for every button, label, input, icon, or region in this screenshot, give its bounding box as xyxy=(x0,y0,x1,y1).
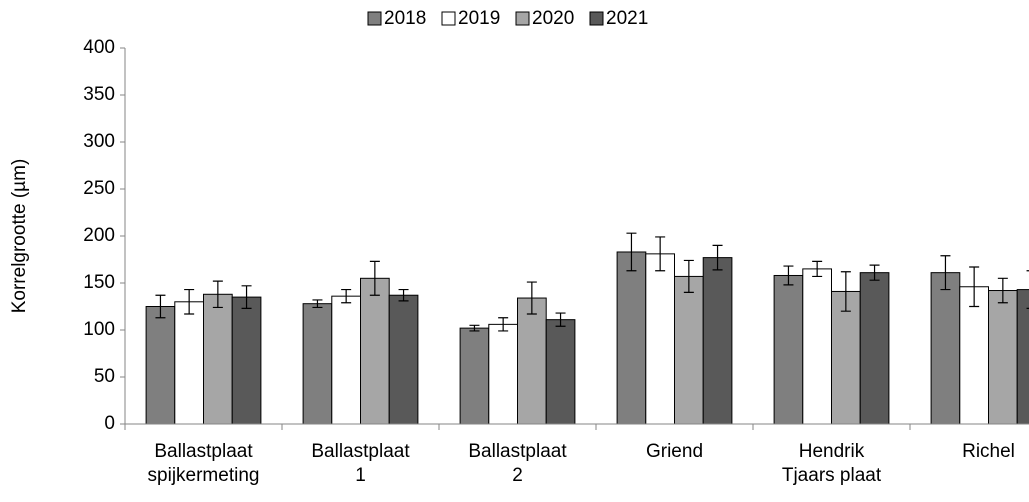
bar xyxy=(360,277,390,425)
y-tick-label: 400 xyxy=(83,37,115,58)
bar xyxy=(545,319,576,425)
error-bar xyxy=(655,236,666,272)
bar xyxy=(331,295,361,425)
bar xyxy=(645,253,675,425)
y-tick-label: 150 xyxy=(83,272,115,293)
bar xyxy=(988,290,1018,425)
x-tick-label: Hendrik Tjaars plaat xyxy=(781,441,882,486)
y-axis-label: Korrelgrootte (µm) xyxy=(9,159,30,314)
bar xyxy=(203,293,233,425)
legend-swatch xyxy=(367,11,382,26)
bar xyxy=(174,301,205,425)
x-tick-label: Richel xyxy=(962,441,1015,462)
y-tick-label: 350 xyxy=(83,84,115,105)
x-tick-label: Ballastplaat 1 xyxy=(311,441,410,486)
y-tick-label: 300 xyxy=(83,131,115,152)
x-tick-label: Ballastplaat spijkermeting xyxy=(147,441,260,486)
x-tick-label: Griend xyxy=(645,441,704,462)
error-bar xyxy=(997,277,1008,304)
bar xyxy=(231,296,262,425)
bar xyxy=(930,272,961,425)
bar xyxy=(802,268,832,425)
error-bar xyxy=(155,294,166,319)
bar xyxy=(959,286,989,425)
bar xyxy=(145,306,176,425)
legend-label: 2018 xyxy=(384,8,426,29)
x-tick-label: Ballastplaat 2 xyxy=(468,441,567,486)
error-bar xyxy=(626,232,637,272)
error-bar xyxy=(498,317,509,332)
bar xyxy=(302,303,333,425)
error-bar xyxy=(184,288,195,315)
error-bar xyxy=(812,260,823,278)
legend-swatch xyxy=(441,11,456,26)
error-bar xyxy=(1026,270,1029,309)
error-bar xyxy=(969,266,980,308)
legend-swatch xyxy=(589,11,604,26)
bar xyxy=(488,323,518,425)
error-bar xyxy=(341,288,352,304)
error-bar xyxy=(940,255,951,291)
bar xyxy=(773,274,804,425)
bar xyxy=(616,251,647,425)
bar xyxy=(1016,289,1029,425)
legend-label: 2021 xyxy=(606,8,648,29)
bar xyxy=(388,294,419,425)
error-bar xyxy=(398,288,409,302)
y-tick-label: 100 xyxy=(83,319,115,340)
error-bar xyxy=(469,324,480,332)
legend-label: 2019 xyxy=(458,8,500,29)
bar xyxy=(674,275,704,425)
error-bar xyxy=(869,264,880,281)
bar xyxy=(702,257,733,425)
error-bar xyxy=(683,259,694,293)
error-bar xyxy=(212,280,223,309)
y-tick-label: 50 xyxy=(94,366,115,387)
y-tick-label: 0 xyxy=(104,413,115,434)
bar xyxy=(859,272,890,425)
bar xyxy=(459,327,490,425)
error-bar xyxy=(526,281,537,315)
error-bar xyxy=(369,260,380,296)
legend-label: 2020 xyxy=(532,8,574,29)
error-bar xyxy=(241,285,252,309)
error-bar xyxy=(712,244,723,271)
y-tick-label: 250 xyxy=(83,178,115,199)
error-bar xyxy=(840,271,851,312)
error-bar xyxy=(312,299,323,309)
bar xyxy=(517,297,547,425)
y-tick-label: 200 xyxy=(83,225,115,246)
error-bar xyxy=(783,265,794,286)
legend-swatch xyxy=(515,11,530,26)
error-bar xyxy=(555,312,566,327)
